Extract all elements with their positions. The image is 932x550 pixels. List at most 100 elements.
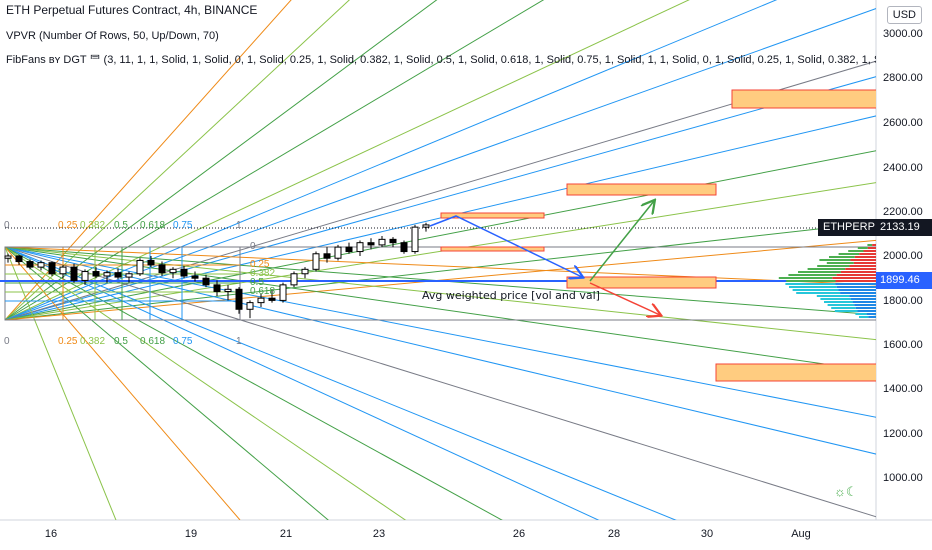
candle-body xyxy=(411,226,419,253)
time-tick: 21 xyxy=(279,528,293,540)
volume-bar-up xyxy=(848,250,864,252)
volume-bar-down xyxy=(866,313,876,315)
candle-body xyxy=(356,242,364,253)
forecast-arrows[interactable] xyxy=(429,201,660,315)
fib-label: 0.25 xyxy=(58,220,78,231)
fib-label: 1 xyxy=(236,336,242,347)
candle-body xyxy=(48,262,56,275)
candle-body xyxy=(81,271,89,281)
candle-body xyxy=(367,242,375,246)
volume-bar-up xyxy=(826,262,854,264)
indicator-vpvr-label[interactable]: VPVR (Number Of Rows, 50, Up/Down, 70) xyxy=(6,30,219,42)
fib-label: 0.5 xyxy=(114,336,128,347)
time-tick: 23 xyxy=(372,528,386,540)
zones[interactable] xyxy=(440,89,882,382)
volume-bar-down xyxy=(832,277,876,279)
candle-body xyxy=(224,288,232,293)
volume-bar-up xyxy=(792,289,839,291)
candle-body xyxy=(59,266,67,275)
avg-price-annotation[interactable]: Avg weighted price [vol and val] xyxy=(422,289,600,302)
fib-label: 0 xyxy=(250,241,256,252)
price-tick: 3000.00 xyxy=(883,28,923,40)
volume-bar-down xyxy=(850,259,876,261)
time-tick: Aug xyxy=(791,528,811,540)
volume-bar-up xyxy=(817,265,850,267)
candle-body xyxy=(301,268,309,275)
time-tick: 19 xyxy=(184,528,198,540)
volume-bar-up xyxy=(867,244,873,246)
candle-body xyxy=(323,253,331,259)
candle-body xyxy=(290,273,298,286)
symbol-tag: ETHPERP xyxy=(818,219,880,236)
volume-bar-down xyxy=(850,298,876,300)
last-price-tag: 2133.19 xyxy=(876,219,932,236)
volume-bar-up xyxy=(798,271,841,273)
candle-body xyxy=(334,246,342,259)
candlesticks xyxy=(4,222,430,319)
fib-label: 0.618 xyxy=(250,286,276,297)
candle-body xyxy=(15,255,23,263)
fib-label: 0.25 xyxy=(58,336,78,347)
candle-body xyxy=(92,271,100,277)
price-tick: 2000.00 xyxy=(883,250,923,262)
volume-bar-up xyxy=(778,277,833,279)
avg-price-tag: 1899.46 xyxy=(876,272,932,289)
theme-toggle-icon[interactable]: ☼☾ xyxy=(834,484,858,499)
volume-bar-down xyxy=(849,265,876,267)
price-tick: 1800.00 xyxy=(883,295,923,307)
volume-bar-up xyxy=(785,283,836,285)
indicator-fibfans-label[interactable]: FibFans ʙʏ DGT ⺜ (3, 11, 1, 1, Solid, 1,… xyxy=(6,54,876,66)
volume-bar-down xyxy=(868,316,876,318)
fib-label: 0.618 xyxy=(140,336,166,347)
volume-bar-up xyxy=(819,259,851,261)
volume-bar-up xyxy=(834,310,858,312)
price-tick: 1600.00 xyxy=(883,339,923,351)
volume-bar-down xyxy=(857,310,876,312)
fib-label: 0.25 xyxy=(250,259,270,270)
chart-title: ETH Perpetual Futures Contract, 4h, BINA… xyxy=(6,3,258,17)
currency-selector[interactable]: USD xyxy=(886,6,922,24)
volume-bar-up xyxy=(788,274,837,276)
candle-body xyxy=(312,253,320,270)
volume-bar-down xyxy=(836,286,876,288)
fib-label: 0 xyxy=(4,220,10,231)
price-tick: 1000.00 xyxy=(883,472,923,484)
volume-bar-up xyxy=(824,301,853,303)
fib-grid xyxy=(4,227,876,321)
volume-bar-down xyxy=(835,280,876,282)
candle-body xyxy=(213,284,221,293)
time-tick: 26 xyxy=(512,528,526,540)
volume-bar-down xyxy=(849,295,876,297)
candle-body xyxy=(147,259,155,266)
volume-bar-up xyxy=(859,316,869,318)
volume-bar-down xyxy=(872,244,876,246)
candle-body xyxy=(422,224,430,228)
volume-bar-down xyxy=(852,301,876,303)
candle-body xyxy=(114,272,122,278)
candle-body xyxy=(37,262,45,268)
candle-body xyxy=(389,238,397,244)
volume-bar-down xyxy=(840,292,876,294)
volume-bar-down xyxy=(840,271,876,273)
fib-label: 0.75 xyxy=(173,220,193,231)
candle-body xyxy=(378,238,386,246)
price-tick: 2600.00 xyxy=(883,117,923,129)
price-tick: 1400.00 xyxy=(883,383,923,395)
fib-label: 0 xyxy=(4,336,10,347)
candle-body xyxy=(125,273,133,278)
fib-label: 0.5 xyxy=(114,220,128,231)
time-tick: 28 xyxy=(607,528,621,540)
volume-bar-down xyxy=(867,247,876,249)
time-tick: 30 xyxy=(700,528,714,540)
price-tick: 2200.00 xyxy=(883,206,923,218)
volume-bar-down xyxy=(863,250,876,252)
volume-bar-down xyxy=(853,262,876,264)
volume-bar-up xyxy=(857,247,868,249)
volume-bar-up xyxy=(820,298,851,300)
candle-body xyxy=(26,261,34,268)
volume-bar-up xyxy=(827,304,855,306)
volume-bar-up xyxy=(816,295,850,297)
fib-label: 0.75 xyxy=(173,336,193,347)
candle-body xyxy=(169,268,177,274)
